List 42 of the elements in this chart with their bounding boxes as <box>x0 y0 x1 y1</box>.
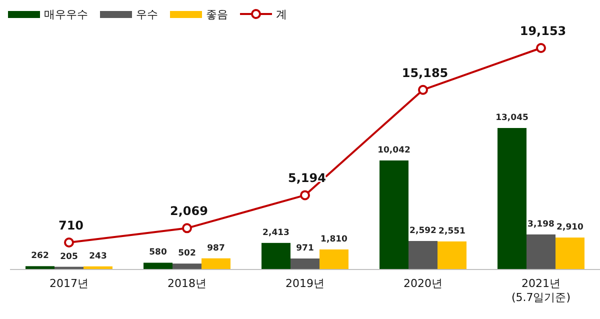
bar <box>172 264 202 269</box>
data-label: 243 <box>89 251 107 262</box>
bar <box>556 238 584 269</box>
data-label: 2,592 <box>410 226 437 236</box>
bar <box>84 266 112 269</box>
bar <box>380 160 408 269</box>
data-label: 580 <box>149 248 167 258</box>
bar <box>526 234 556 269</box>
x-tick-label: 2018년 <box>168 277 206 290</box>
data-label: 2,413 <box>262 228 290 238</box>
data-label: 2,551 <box>438 226 466 236</box>
bar <box>262 242 290 269</box>
data-label: 971 <box>296 244 314 254</box>
bar <box>320 249 348 269</box>
data-label: 15,185 <box>402 66 448 80</box>
data-label: 13,045 <box>496 113 528 123</box>
legend-label: 우수 <box>136 8 158 21</box>
data-label: 710 <box>58 218 84 233</box>
bar <box>498 128 526 269</box>
bar <box>438 241 466 269</box>
data-label: 205 <box>60 252 78 262</box>
bar <box>408 240 438 269</box>
data-label: 1,810 <box>320 234 348 244</box>
x-tick-label: 2021년 (5.7일기준) <box>511 277 571 304</box>
x-tick-label: 2019년 <box>286 277 324 290</box>
bar <box>202 258 230 269</box>
data-label: 502 <box>178 248 196 259</box>
data-label: 3,198 <box>528 219 555 230</box>
legend-label: 좋음 <box>206 8 228 21</box>
legend-label: 계 <box>276 8 287 21</box>
data-label: 10,042 <box>378 145 410 156</box>
bar <box>290 258 320 269</box>
data-label: 987 <box>207 243 225 254</box>
x-tick-label: 2017년 <box>50 277 88 290</box>
data-label: 2,910 <box>556 222 584 233</box>
x-tick-label: 2020년 <box>404 277 442 290</box>
data-label: 19,153 <box>520 24 566 38</box>
data-label: 2,069 <box>170 204 208 218</box>
legend-label: 매우우수 <box>44 8 88 21</box>
bar <box>144 262 172 269</box>
data-label: 262 <box>31 251 49 262</box>
bar <box>26 266 54 269</box>
